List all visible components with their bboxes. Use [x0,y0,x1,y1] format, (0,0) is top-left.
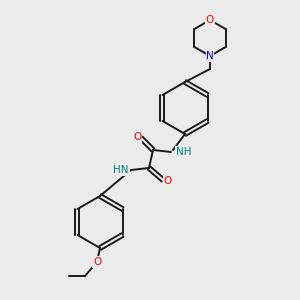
Text: O: O [133,132,141,142]
Text: HN: HN [113,165,129,175]
Text: O: O [206,15,214,25]
Text: NH: NH [176,147,191,157]
Text: O: O [93,257,101,267]
Text: O: O [164,176,172,186]
Text: N: N [206,51,214,61]
